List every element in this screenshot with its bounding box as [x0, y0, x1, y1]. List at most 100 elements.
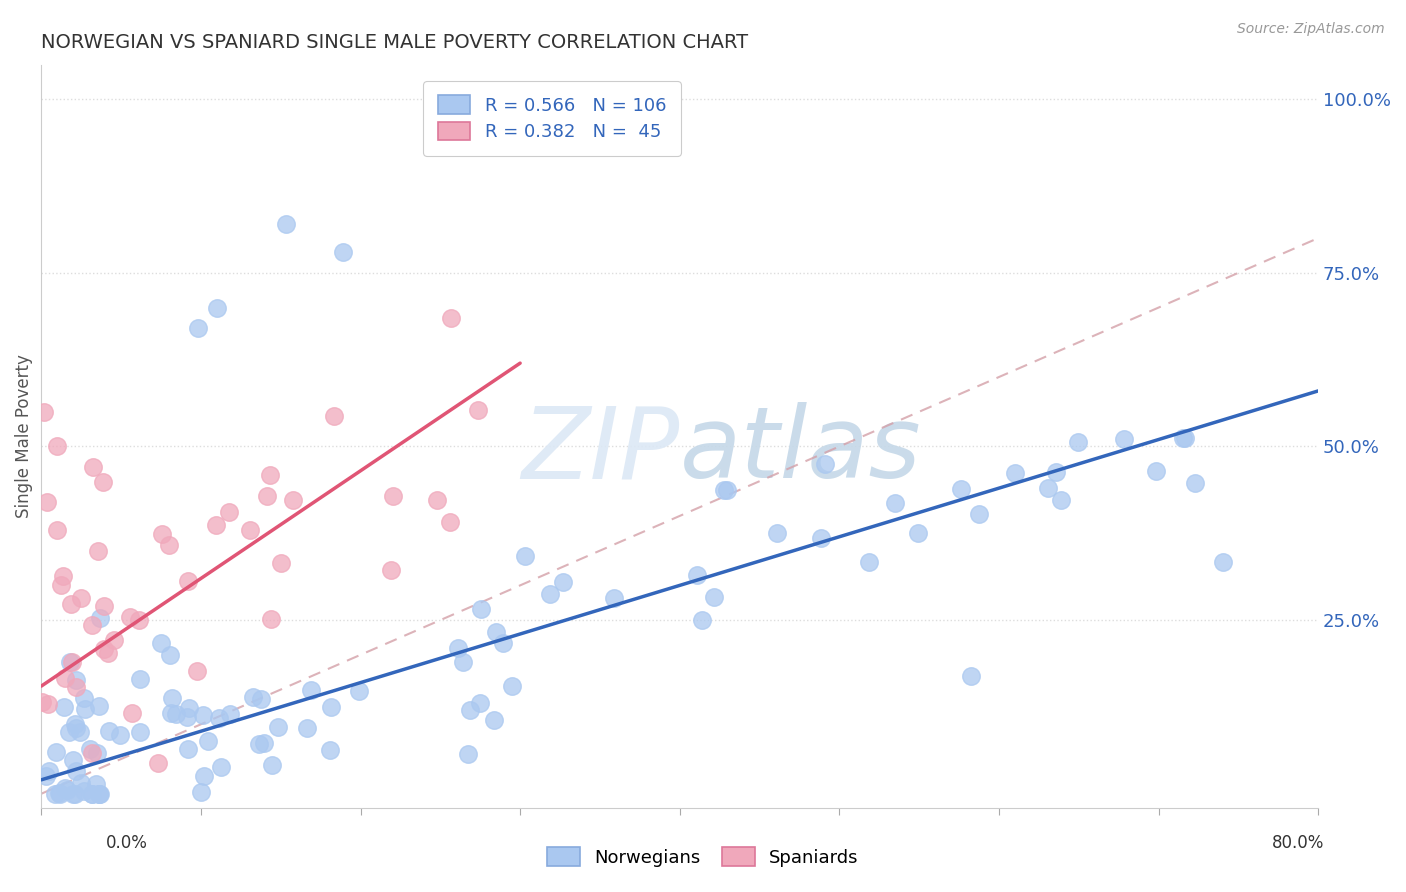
Point [259, 612, 281, 626]
Point [690, 613, 713, 627]
Point [686, 567, 709, 582]
Point [1144, 464, 1167, 478]
Legend: Norwegians, Spaniards: Norwegians, Spaniards [540, 840, 866, 874]
Point [32, 405, 55, 419]
Point [467, 402, 489, 417]
Point [460, 703, 482, 717]
Point [484, 713, 506, 727]
Point [274, 217, 297, 231]
Point [87, 543, 110, 558]
Point [253, 736, 276, 750]
Point [53, 671, 76, 685]
Point [218, 504, 240, 518]
Point [603, 591, 626, 605]
Point [118, 610, 141, 624]
Point [204, 517, 226, 532]
Point [191, 708, 214, 723]
Point [1174, 432, 1197, 446]
Point [447, 641, 470, 656]
Point [513, 549, 536, 563]
Point [129, 672, 152, 686]
Point [538, 587, 561, 601]
Point [70, 591, 93, 605]
Point [247, 737, 270, 751]
Point [703, 590, 725, 604]
Point [321, 699, 343, 714]
Point [186, 664, 208, 678]
Point [89, 698, 111, 713]
Point [960, 669, 983, 683]
Point [439, 515, 461, 529]
Point [103, 632, 125, 647]
Point [1045, 466, 1067, 480]
Point [65, 764, 87, 778]
Point [89, 787, 111, 801]
Point [267, 720, 290, 734]
Point [69, 776, 91, 790]
Point [239, 524, 262, 538]
Point [176, 741, 198, 756]
Point [209, 760, 232, 774]
Point [91, 475, 114, 489]
Point [1036, 481, 1059, 495]
Point [218, 707, 240, 722]
Point [323, 409, 346, 423]
Point [45, 440, 67, 454]
Point [31, 695, 53, 709]
Point [259, 468, 281, 483]
Point [150, 527, 173, 541]
Point [80, 787, 103, 801]
Point [193, 769, 215, 783]
Point [80, 787, 103, 801]
Point [128, 725, 150, 739]
Point [73, 690, 96, 705]
Point [49, 578, 72, 592]
Point [440, 310, 463, 325]
Point [58, 725, 80, 739]
Point [1212, 555, 1234, 569]
Point [766, 526, 789, 541]
Point [53, 780, 76, 795]
Point [48, 786, 70, 800]
Point [87, 787, 110, 801]
Point [492, 636, 515, 650]
Point [82, 618, 104, 632]
Y-axis label: Single Male Poverty: Single Male Poverty [15, 354, 32, 518]
Point [63, 787, 86, 801]
Point [45, 745, 67, 759]
Point [65, 673, 87, 687]
Point [208, 711, 231, 725]
Text: ZIP: ZIP [522, 402, 679, 500]
Point [501, 680, 523, 694]
Point [159, 648, 181, 662]
Point [457, 747, 479, 762]
Point [281, 493, 304, 508]
Point [884, 496, 907, 510]
Point [97, 646, 120, 660]
Point [969, 507, 991, 521]
Point [713, 483, 735, 497]
Point [453, 655, 475, 669]
Point [44, 787, 66, 801]
Point [318, 743, 340, 757]
Point [62, 753, 84, 767]
Point [260, 758, 283, 772]
Text: 0.0%: 0.0% [105, 834, 148, 852]
Point [177, 574, 200, 589]
Point [380, 563, 402, 577]
Point [75, 702, 97, 716]
Point [256, 489, 278, 503]
Point [157, 538, 180, 552]
Point [82, 460, 104, 475]
Point [950, 482, 973, 496]
Point [470, 602, 492, 616]
Point [470, 696, 492, 710]
Point [45, 523, 67, 537]
Point [59, 597, 82, 611]
Point [1184, 475, 1206, 490]
Point [160, 706, 183, 720]
Point [270, 556, 292, 570]
Point [190, 785, 212, 799]
Point [93, 599, 115, 614]
Point [332, 245, 354, 260]
